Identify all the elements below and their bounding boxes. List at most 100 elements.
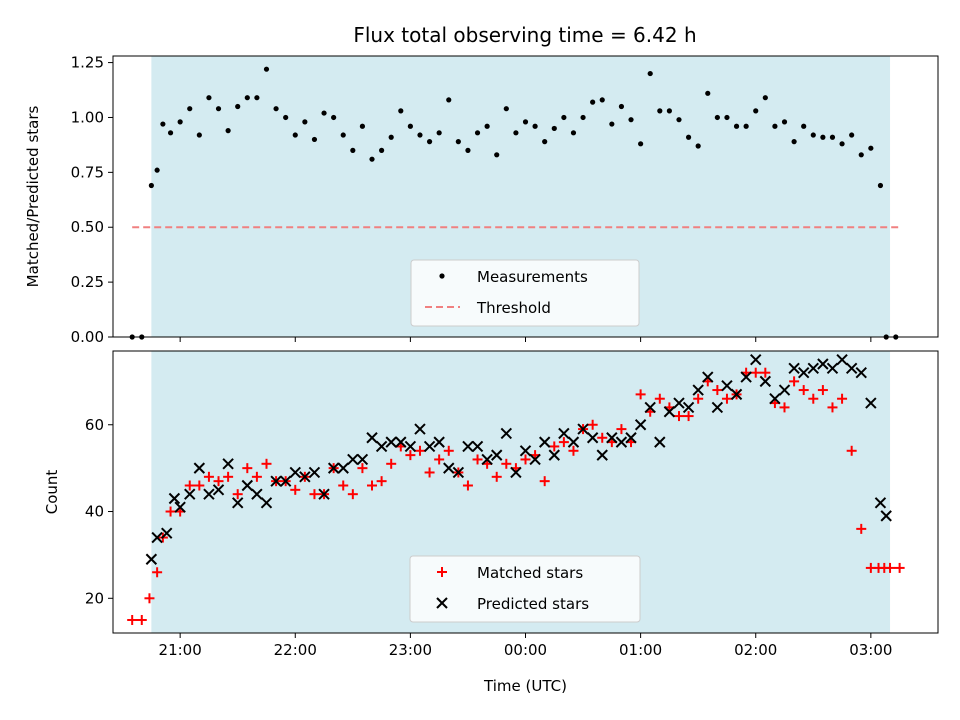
predicted-star-point	[491, 449, 503, 461]
predicted-star-point	[778, 384, 791, 396]
predicted-star-point	[740, 371, 752, 383]
predicted-star-point	[721, 380, 733, 392]
ratio-panel: 0.00 0.25 0.50 0.75 1.00 1.25 Matched/Predict…	[24, 54, 939, 346]
measurement-point	[455, 139, 461, 145]
measurement-point	[474, 130, 481, 136]
measurement-point	[292, 132, 298, 138]
matched-star-point	[309, 489, 320, 500]
measurement-point	[484, 123, 490, 129]
predicted-star-point	[385, 436, 397, 448]
predicted-star-point	[750, 353, 762, 366]
predicted-star-point	[241, 479, 254, 492]
matched-star-point	[894, 562, 905, 573]
predicted-star-point	[260, 497, 273, 509]
measurement-point	[379, 147, 385, 153]
matched-star-point	[597, 432, 608, 443]
measurement-point	[283, 114, 289, 121]
matched-star-point	[414, 445, 425, 456]
predicted-star-point	[251, 488, 263, 500]
x-tick-label: 02:00	[734, 641, 777, 659]
predicted-star-point	[212, 484, 225, 496]
y-tick-label: 0.75	[71, 163, 104, 181]
measurement-point	[561, 114, 567, 121]
predicted-star-point	[184, 488, 196, 500]
measurement-point	[206, 95, 212, 101]
measurement-point	[436, 130, 442, 136]
predicted-star-point	[203, 488, 215, 500]
measurement-point	[494, 152, 500, 158]
matched-star-point	[376, 476, 387, 487]
predicted-star-point	[151, 531, 163, 544]
matched-star-point	[501, 458, 512, 469]
predicted-star-point	[318, 488, 330, 500]
legend-x-symbol	[436, 597, 448, 609]
predicted-star-point	[730, 388, 743, 401]
count-legend: Matched stars Predicted stars	[409, 555, 641, 623]
y-tick-label: 1.00	[71, 108, 104, 126]
predicted-star-point	[168, 492, 181, 505]
measurement-point	[685, 134, 692, 140]
matched-star-point	[616, 424, 627, 435]
predicted-star-point	[577, 423, 589, 435]
matched-star-point	[568, 445, 579, 456]
matched-star-point	[347, 489, 358, 500]
predicted-star-point	[769, 393, 781, 405]
ratio-x-ticks	[179, 337, 872, 342]
matched-star-point	[472, 454, 483, 465]
measurement-point	[695, 143, 701, 149]
legend-label-predicted: Predicted stars	[477, 595, 589, 613]
matched-star-point	[827, 402, 838, 413]
count-x-ticks: 21:00 22:00 23:00 00:00 01:00 02:00 03:00	[159, 633, 892, 659]
measurement-point	[733, 123, 740, 129]
matched-star-point	[405, 450, 416, 461]
legend-marker-measurements	[439, 273, 445, 279]
predicted-star-point	[663, 406, 676, 418]
matched-star-point	[779, 402, 790, 413]
measurement-point	[503, 106, 509, 112]
measurement-point	[235, 103, 241, 110]
predicted-star-point	[299, 471, 311, 483]
matched-star-point	[683, 411, 694, 422]
predicted-star-point	[673, 397, 685, 409]
measurement-point	[388, 134, 394, 140]
matched-star-point	[491, 471, 502, 482]
matched-star-point	[549, 441, 560, 452]
matched-star-point	[251, 471, 262, 482]
matched-star-point	[367, 480, 378, 491]
predicted-star-point	[548, 449, 560, 461]
matched-star-point	[223, 471, 234, 482]
measurement-point	[580, 114, 586, 121]
matched-star-point	[654, 393, 665, 404]
predicted-stars-series	[145, 353, 892, 565]
matched-star-point	[760, 367, 771, 378]
predicted-star-point	[596, 449, 608, 461]
predicted-star-point	[538, 436, 551, 448]
matched-star-point	[808, 393, 819, 404]
legend-marker-predicted	[436, 597, 448, 609]
y-tick-label: 60	[85, 416, 104, 434]
matched-star-point	[144, 593, 155, 604]
predicted-star-point	[395, 436, 407, 448]
measurement-point	[167, 130, 174, 136]
predicted-star-point	[634, 419, 647, 431]
measurement-point	[628, 117, 634, 123]
predicted-star-point	[279, 475, 292, 487]
y-tick-label: 0.50	[71, 218, 104, 236]
measurement-point	[743, 123, 749, 129]
y-tick-label: 1.25	[71, 54, 104, 72]
predicted-star-point	[327, 462, 340, 474]
measurement-point	[398, 108, 404, 114]
ratio-legend: Measurements Threshold	[410, 259, 640, 327]
matched-star-point	[443, 445, 454, 456]
y-tick-label: 0.00	[71, 328, 104, 346]
predicted-star-point	[519, 445, 532, 457]
measurement-point	[599, 97, 605, 103]
measurement-point	[676, 117, 682, 123]
legend-label-measurements: Measurements	[477, 268, 588, 286]
measurement-point	[532, 123, 538, 129]
predicted-star-point	[615, 436, 628, 448]
predicted-star-point	[759, 375, 772, 388]
matched-star-point	[386, 458, 397, 469]
measurements-series	[129, 66, 899, 340]
measurement-point	[590, 99, 596, 105]
